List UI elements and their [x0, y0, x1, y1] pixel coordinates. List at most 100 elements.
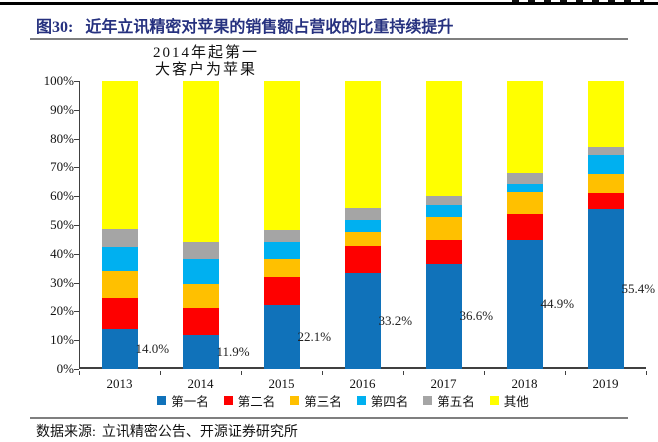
y-axis-tick-mark [74, 109, 79, 111]
y-axis-tick-mark [74, 311, 79, 313]
bar-data-label: 14.0% [135, 340, 170, 356]
x-axis-tick-mark [484, 371, 485, 375]
chart-legend: 第一名 第二名 第三名 第四名 第五名 其他 [58, 391, 628, 409]
bar-segment-第二名 [506, 213, 543, 240]
legend-label: 第一名 [171, 394, 209, 409]
legend-swatch-icon [157, 395, 167, 405]
y-axis-tick-label: 100% [43, 73, 74, 88]
data-source-line: 数据来源: 立讯精密公告、开源证券研究所 [36, 421, 298, 441]
legend-swatch-icon [489, 395, 499, 405]
y-axis-tick-mark [74, 196, 79, 198]
x-axis-tick-mark [565, 371, 566, 375]
data-source-label: 数据来源: [36, 425, 96, 440]
y-axis-tick-mark [74, 81, 79, 82]
bar-segment-第一名 [425, 263, 462, 369]
y-axis-tick-mark [74, 340, 79, 342]
bar-segment-其他 [182, 81, 219, 242]
x-axis-tick-mark [79, 371, 80, 375]
y-axis-tick-label: 0% [56, 361, 74, 376]
y-axis-tick-mark [74, 369, 79, 370]
bar-segment-第三名 [587, 174, 624, 193]
bar-data-label: 11.9% [216, 343, 250, 359]
bar-data-label: 36.6% [459, 308, 494, 324]
bar-segment-第二名 [425, 239, 462, 264]
legend-swatch-icon [423, 395, 433, 405]
bar-segment-第三名 [344, 232, 381, 246]
legend-label: 第四名 [370, 394, 409, 409]
bar-segment-第一名 [344, 273, 381, 369]
bar-segment-第四名 [182, 258, 219, 285]
y-axis-tick-label: 60% [50, 188, 74, 204]
y-axis-tick-label: 50% [50, 217, 74, 232]
x-axis-tick-mark [160, 371, 161, 375]
bar-data-label: 33.2% [378, 313, 413, 329]
page-header-rule [0, 2, 658, 5]
bar-segment-第四名 [425, 205, 462, 217]
legend-item: 第四名 [356, 391, 409, 410]
y-axis-tick-mark [74, 225, 79, 226]
chart-annotation: 2014年起第一 大客户为苹果 [116, 45, 296, 79]
annotation-line-2: 大客户为苹果 [154, 62, 257, 78]
bar-segment-第五名 [263, 229, 300, 243]
bar-segment-其他 [587, 81, 624, 147]
bar-segment-其他 [344, 81, 381, 209]
x-axis-tick-mark [403, 371, 404, 375]
x-axis-category-label: 2016 [349, 376, 376, 391]
bar-segment-第四名 [101, 247, 138, 272]
bar-segment-第二名 [263, 276, 300, 306]
bar-segment-第一名 [587, 209, 624, 369]
x-axis-category-label: 2019 [592, 376, 619, 391]
legend-item: 其他 [489, 391, 529, 410]
legend-label: 第五名 [437, 394, 475, 409]
bar-segment-第四名 [344, 219, 381, 233]
x-axis-tick-mark [646, 371, 647, 375]
bar-data-label: 44.9% [540, 296, 575, 312]
x-axis-category-label: 2014 [187, 376, 214, 391]
bar-segment-第五名 [506, 173, 543, 184]
bar-segment-其他 [101, 81, 138, 230]
y-axis-tick-label: 30% [50, 274, 74, 290]
legend-label: 第三名 [304, 394, 342, 409]
legend-swatch-icon [223, 395, 233, 405]
bar-segment-其他 [425, 81, 462, 196]
x-axis-category-label: 2015 [268, 376, 295, 391]
legend-swatch-icon [290, 395, 300, 405]
y-axis-tick-mark [74, 138, 79, 140]
bar-segment-第三名 [101, 271, 138, 298]
bar-segment-第一名 [101, 328, 138, 369]
legend-item: 第一名 [157, 391, 209, 410]
bar-data-label: 22.1% [297, 329, 332, 345]
legend-label: 第二名 [237, 394, 276, 409]
bar-segment-其他 [263, 81, 300, 230]
x-axis-category-label: 2018 [511, 376, 538, 391]
figure-title: 图30: 近年立讯精密对苹果的销售额占营收的比重持续提升 [36, 13, 453, 37]
bar-segment-其他 [506, 81, 543, 174]
bar-segment-第二名 [101, 297, 138, 329]
bar-segment-第三名 [506, 192, 543, 214]
bar-segment-第四名 [587, 155, 624, 175]
bar-segment-第二名 [344, 246, 381, 274]
annotation-line-1: 2014年起第一 [152, 45, 259, 61]
y-axis-tick-label: 10% [50, 332, 74, 348]
y-axis-tick-label: 40% [50, 245, 74, 261]
bar-segment-第五名 [182, 241, 219, 259]
x-axis-tick-mark [322, 371, 323, 375]
bar-segment-第一名 [506, 239, 543, 369]
figure-title-text: 近年立讯精密对苹果的销售额占营收的比重持续提升 [85, 19, 454, 36]
figure-number-label: 图30: [36, 19, 74, 36]
bar-segment-第二名 [587, 192, 624, 210]
legend-item: 第二名 [223, 391, 276, 410]
footer-divider-rule [30, 417, 628, 419]
legend-swatch-icon [356, 395, 366, 405]
x-axis-category-label: 2013 [106, 376, 133, 391]
bar-segment-第二名 [182, 307, 219, 335]
bar-segment-第五名 [344, 208, 381, 220]
legend-item: 第五名 [423, 391, 475, 410]
y-axis-tick-label: 80% [50, 130, 74, 146]
legend-item: 第三名 [290, 391, 342, 410]
bar-segment-第四名 [263, 242, 300, 260]
bar-segment-第一名 [182, 334, 219, 369]
x-axis-tick-mark [241, 371, 242, 375]
